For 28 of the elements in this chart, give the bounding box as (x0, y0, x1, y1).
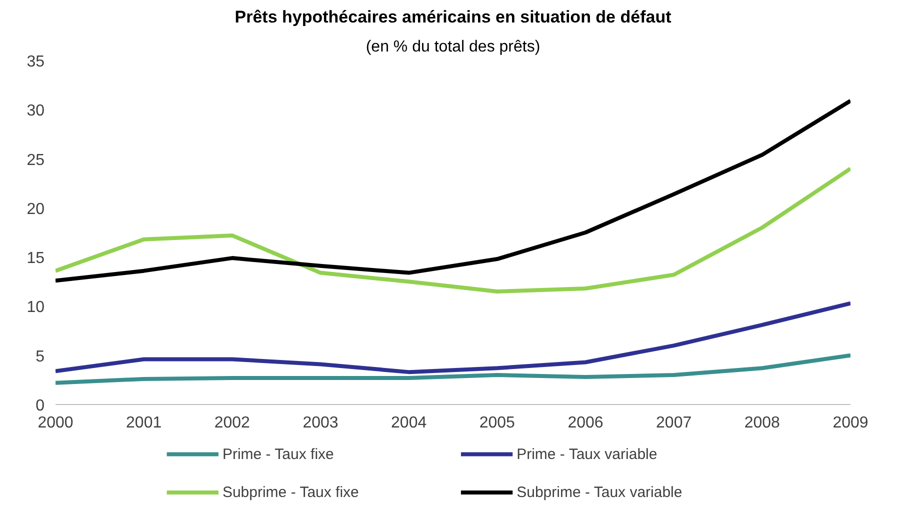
y-tick-label: 0 (36, 398, 45, 414)
chart-subtitle: (en % du total des prêts) (366, 38, 540, 56)
y-tick-label: 10 (26, 299, 45, 316)
y-tick-label: 20 (26, 200, 45, 218)
x-tick-label: 2004 (391, 414, 427, 432)
x-tick-label: 2008 (744, 414, 780, 432)
legend-label: Prime - Taux fixe (222, 446, 334, 463)
y-tick-label: 25 (26, 152, 45, 169)
x-tick-label: 2002 (214, 414, 250, 432)
x-tick-label: 2006 (568, 414, 604, 432)
x-tick-label: 2000 (38, 414, 74, 432)
x-tick-label: 2009 (832, 414, 868, 432)
x-tick-label: 2001 (126, 414, 162, 432)
x-tick-label: 2007 (656, 414, 692, 432)
line-series (56, 301, 850, 374)
chart-title: Prêts hypothécaires américains en situation de défaut (234, 8, 672, 26)
line-series (56, 98, 850, 283)
legend-label: Subprime - Taux variable (516, 484, 682, 502)
legend-label: Prime - Taux variable (516, 446, 658, 463)
y-tick-label: 5 (36, 348, 45, 366)
y-tick-label: 35 (26, 54, 45, 70)
line-series (56, 166, 850, 294)
y-tick-label: 30 (26, 102, 45, 120)
line-series (56, 353, 850, 385)
legend-label: Subprime - Taux fixe (222, 484, 359, 502)
y-tick-label: 15 (26, 250, 45, 268)
x-tick-label: 2005 (479, 414, 516, 432)
x-tick-label: 2003 (302, 414, 338, 432)
